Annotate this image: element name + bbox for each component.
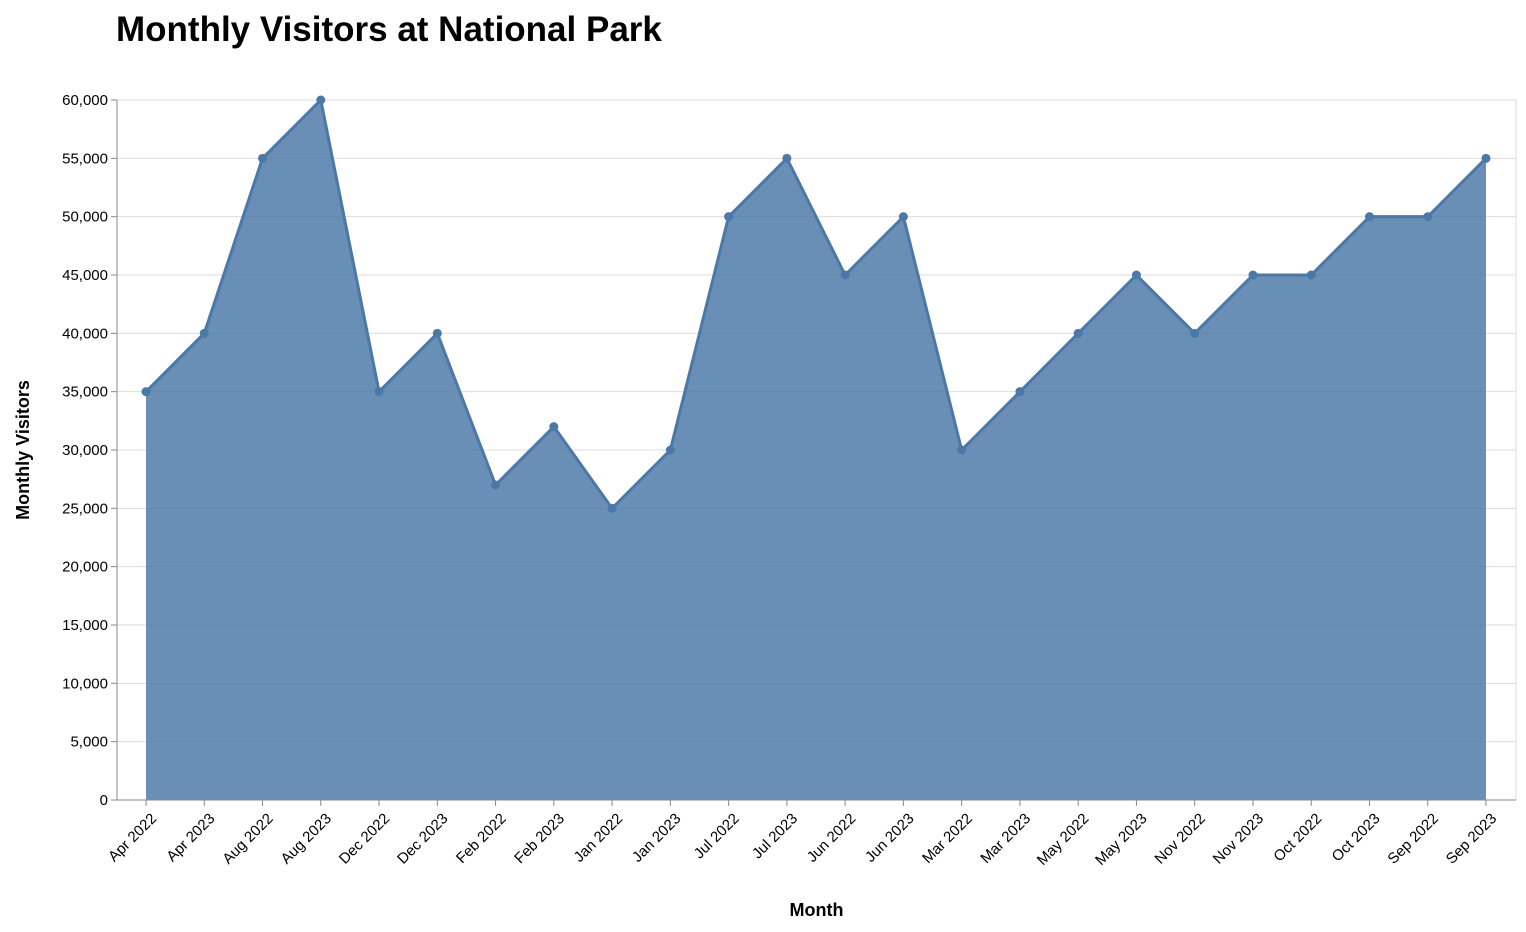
data-point [840, 270, 850, 280]
data-point [1423, 212, 1433, 222]
x-tick-label: Jul 2022 [691, 810, 743, 862]
x-tick-label: May 2022 [1034, 810, 1093, 869]
y-tick-label: 20,000 [62, 559, 108, 576]
x-tick-label: Mar 2022 [919, 810, 976, 867]
x-tick-label: Aug 2023 [278, 810, 335, 867]
x-tick-label: Sep 2023 [1443, 810, 1500, 867]
data-point [1306, 270, 1316, 280]
data-point [1248, 270, 1258, 280]
x-tick-label: Sep 2022 [1384, 810, 1441, 867]
data-point [1481, 153, 1491, 163]
x-tick-label: Mar 2023 [977, 810, 1034, 867]
data-points [141, 95, 1491, 513]
data-point [316, 95, 326, 105]
area-fill [146, 100, 1486, 800]
data-point [665, 445, 675, 455]
y-tick-label: 0 [100, 792, 108, 809]
data-point [1190, 328, 1200, 338]
chart-title: Monthly Visitors at National Park [116, 10, 662, 49]
x-tick-label: May 2023 [1092, 810, 1151, 869]
y-axis-title: Monthly Visitors [13, 380, 33, 520]
data-point [141, 387, 151, 397]
data-point [258, 153, 268, 163]
y-tick-label: 30,000 [62, 442, 108, 459]
x-tick-label: Oct 2022 [1270, 810, 1325, 865]
data-point [491, 480, 501, 490]
y-tick-label: 35,000 [62, 384, 108, 401]
x-tick-label: Aug 2022 [219, 810, 276, 867]
data-point [1364, 212, 1374, 222]
data-point [782, 153, 792, 163]
y-tick-label: 45,000 [62, 267, 108, 284]
y-tick-label: 5,000 [70, 734, 108, 751]
y-tick-label: 25,000 [62, 500, 108, 517]
y-tick-label: 15,000 [62, 617, 108, 634]
data-point [607, 503, 617, 513]
x-axis-title: Month [790, 900, 844, 920]
x-tick-label: Jun 2023 [862, 810, 918, 866]
x-tick-label: Jan 2022 [571, 810, 627, 866]
x-tick-label: Oct 2023 [1329, 810, 1384, 865]
data-point [1073, 328, 1083, 338]
x-tick-label: Jul 2023 [749, 810, 801, 862]
data-point [1015, 387, 1025, 397]
data-point [957, 445, 967, 455]
y-tick-label: 60,000 [62, 92, 108, 109]
series-line [144, 98, 1488, 510]
y-tick-label: 10,000 [62, 675, 108, 692]
y-tick-label: 55,000 [62, 150, 108, 167]
x-tick-label: Apr 2023 [163, 810, 218, 865]
x-tick-label: Dec 2023 [394, 810, 451, 867]
x-tick-label: Feb 2023 [511, 810, 568, 867]
data-point [724, 212, 734, 222]
x-tick-label: Dec 2022 [336, 810, 393, 867]
data-point [549, 422, 559, 432]
data-point [1131, 270, 1141, 280]
y-tick-label: 50,000 [62, 209, 108, 226]
x-tick-label: Jun 2022 [804, 810, 860, 866]
x-tick-label: Jan 2023 [629, 810, 685, 866]
x-tick-label: Nov 2022 [1151, 810, 1208, 867]
area-series [144, 98, 1488, 800]
data-point [432, 328, 442, 338]
x-tick-label: Feb 2022 [453, 810, 510, 867]
data-point [199, 328, 209, 338]
data-point [898, 212, 908, 222]
data-point [374, 387, 384, 397]
x-tick-label: Nov 2023 [1210, 810, 1267, 867]
y-tick-label: 40,000 [62, 325, 108, 342]
x-tick-label: Apr 2022 [105, 810, 160, 865]
